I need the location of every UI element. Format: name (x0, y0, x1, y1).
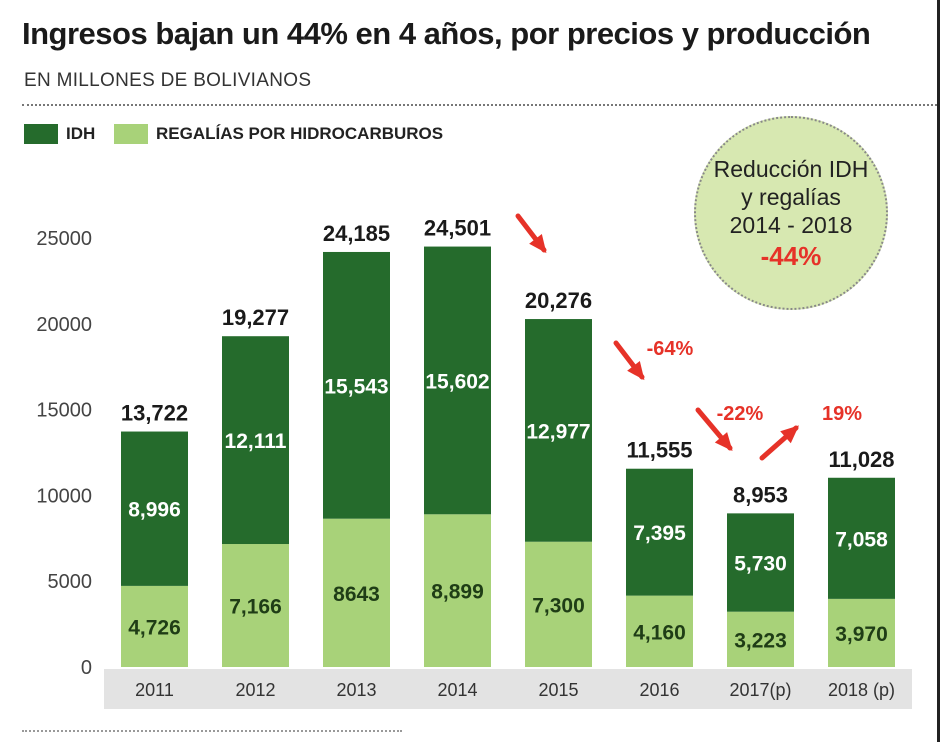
data-label-regalias: 3,970 (835, 623, 888, 646)
data-label-idh: 7,058 (835, 528, 888, 551)
trend-arrow-down-head (714, 432, 733, 452)
bar-idh (424, 246, 491, 515)
bar-idh (222, 336, 289, 545)
data-label-idh: 7,395 (633, 522, 686, 545)
data-label-total: 19,277 (222, 305, 289, 330)
bar-regalias (727, 611, 794, 667)
data-label-regalias: 3,223 (734, 629, 787, 652)
data-label-total: 20,276 (525, 288, 592, 313)
callout-line-3: 2014 - 2018 (729, 211, 853, 238)
y-tick-label: 15000 (36, 400, 92, 422)
y-tick-label: 0 (81, 657, 92, 679)
data-label-regalias: 8,899 (431, 581, 484, 604)
x-tick-label: 2015 (538, 680, 578, 700)
data-label-total: 24,501 (424, 216, 491, 241)
legend-label-regalias: REGALÍAS POR HIDROCARBUROS (156, 124, 444, 143)
legend-item-idh: IDH (24, 123, 95, 145)
x-tick-label: 2014 (437, 680, 477, 700)
data-label-idh: 15,602 (425, 370, 489, 393)
trend-arrow-down-head (529, 234, 547, 254)
footer-divider (22, 730, 402, 744)
bar-idh (727, 513, 794, 612)
legend-swatch-idh (24, 124, 58, 144)
legend-label-idh: IDH (66, 124, 96, 143)
legend-swatch-regalias (114, 124, 148, 144)
data-label-total: 8,953 (733, 482, 788, 507)
x-tick-label: 2011 (135, 680, 174, 700)
data-label-total: 13,722 (121, 401, 188, 426)
y-tick-label: 20000 (36, 314, 92, 336)
bar-idh (525, 319, 592, 542)
callout-line-2: y regalías (741, 183, 841, 210)
data-label-total: 11,028 (828, 447, 894, 472)
y-tick-label: 10000 (36, 485, 92, 507)
data-label-regalias: 7,300 (532, 594, 585, 617)
y-tick-label: 5000 (48, 571, 93, 593)
legend-item-regalias: REGALÍAS POR HIDROCARBUROS (114, 123, 443, 145)
data-label-regalias: 4,726 (128, 616, 181, 639)
y-tick-label: 25000 (36, 228, 92, 250)
change-label: 19% (822, 403, 862, 425)
data-label-idh: 15,543 (324, 375, 388, 398)
reduction-callout: Reducción IDH y regalías 2014 - 2018 -44… (694, 116, 888, 310)
change-label: -64% (647, 338, 694, 360)
data-label-total: 11,555 (626, 438, 692, 463)
bar-idh (626, 468, 693, 596)
header-divider (22, 104, 937, 106)
bar-regalias (222, 544, 289, 667)
trend-arrow-down-head (627, 361, 645, 381)
x-axis-band (104, 669, 912, 709)
trend-arrow-up-head (780, 425, 799, 444)
data-label-idh: 5,730 (734, 553, 787, 576)
data-label-regalias: 8643 (333, 583, 380, 606)
x-tick-label: 2012 (235, 680, 275, 700)
bar-regalias (424, 514, 491, 667)
callout-percent: -44% (760, 240, 822, 271)
data-label-idh: 12,111 (225, 430, 287, 453)
bar-regalias (525, 541, 592, 667)
change-label: -22% (717, 403, 764, 425)
x-tick-label: 2017(p) (729, 680, 791, 700)
x-tick-label: 2018 (p) (828, 680, 895, 700)
data-label-total: 24,185 (323, 221, 390, 246)
data-label-regalias: 7,166 (229, 596, 282, 619)
bar-regalias (626, 595, 693, 667)
bar-regalias (828, 598, 895, 667)
callout-line-1: Reducción IDH (713, 155, 869, 182)
data-label-idh: 12,977 (526, 420, 590, 443)
bar-regalias (121, 585, 188, 667)
chart-subtitle: EN MILLONES DE BOLIVIANOS (24, 70, 312, 91)
bar-regalias (323, 518, 390, 667)
bar-idh (828, 477, 895, 599)
chart-title: Ingresos bajan un 44% en 4 años, por pre… (22, 16, 871, 51)
x-tick-label: 2016 (639, 680, 679, 700)
bar-idh (323, 251, 390, 519)
data-label-idh: 8,996 (128, 499, 181, 522)
data-label-regalias: 4,160 (633, 621, 686, 644)
x-tick-label: 2013 (336, 680, 376, 700)
bar-idh (121, 431, 188, 586)
